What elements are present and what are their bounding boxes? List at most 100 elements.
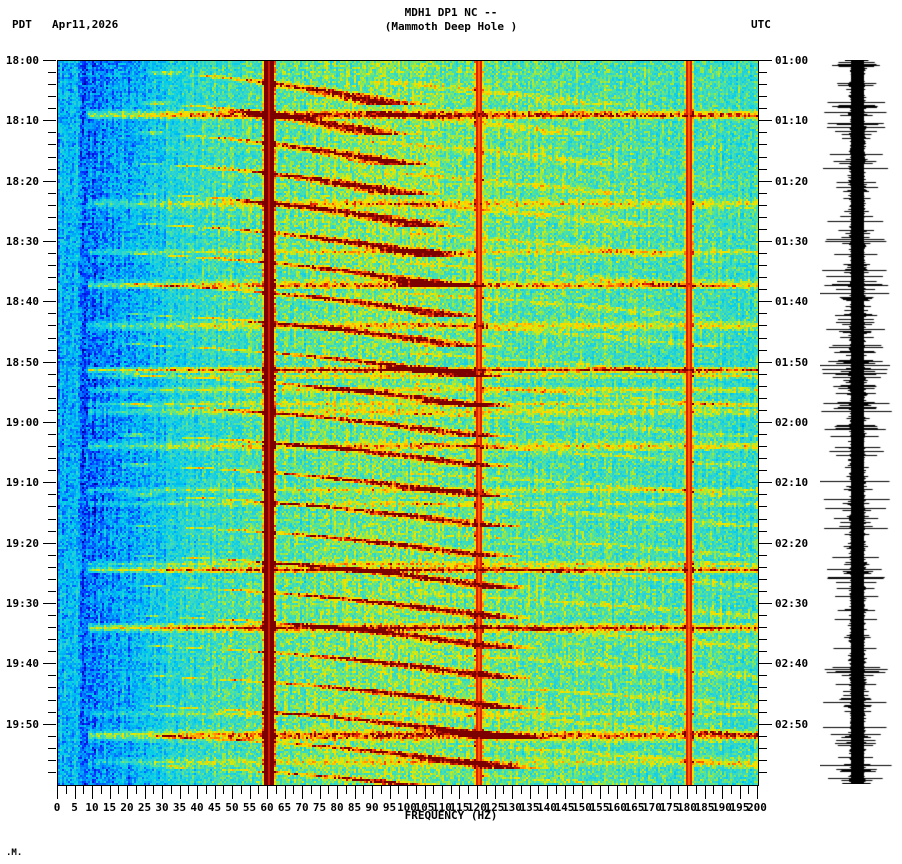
y-tick-minor-right	[759, 555, 767, 556]
x-label: 95	[382, 801, 397, 814]
y-tick-minor-left	[48, 700, 56, 701]
x-label: 100	[397, 801, 417, 814]
y-label-right: 02:40	[775, 657, 809, 671]
x-tick-major	[355, 786, 356, 799]
y-tick-major-right	[759, 724, 772, 725]
y-tick-minor-left	[48, 169, 56, 170]
x-label: 75	[312, 801, 327, 814]
x-label: 20	[120, 801, 134, 814]
header-timezone-right: UTC	[751, 18, 771, 31]
y-tick-minor-right	[759, 470, 767, 471]
y-tick-minor-left	[48, 567, 56, 568]
y-tick-minor-right	[759, 325, 767, 326]
y-tick-minor-left	[48, 579, 56, 580]
page-subtitle: (Mammoth Deep Hole )	[384, 20, 518, 33]
y-tick-major-right	[759, 663, 772, 664]
x-tick-major	[197, 786, 198, 799]
y-tick-minor-right	[759, 627, 767, 628]
y-tick-minor-right	[759, 169, 767, 170]
x-label: 35	[172, 801, 187, 814]
y-tick-minor-left	[48, 229, 56, 230]
y-label-left: 19:00	[5, 416, 39, 429]
seismogram-canvas	[820, 60, 896, 784]
x-tick-minor	[713, 786, 714, 794]
x-label: 155	[589, 801, 610, 814]
x-label: 120	[467, 801, 487, 814]
x-tick-minor	[83, 786, 84, 794]
y-tick-minor-left	[48, 265, 56, 266]
y-tick-minor-right	[759, 132, 767, 133]
x-tick-minor	[101, 786, 102, 794]
x-label: 65	[277, 801, 292, 814]
x-tick-major	[547, 786, 548, 799]
y-tick-minor-right	[759, 157, 767, 158]
y-tick-major-right	[759, 301, 772, 302]
y-tick-minor-right	[759, 700, 767, 701]
x-tick-minor	[468, 786, 469, 794]
x-tick-minor	[311, 786, 312, 794]
y-tick-minor-right	[759, 217, 767, 218]
y-label-left: 19:20	[5, 536, 39, 550]
x-tick-minor	[153, 786, 154, 794]
y-tick-major-left	[43, 362, 56, 363]
y-tick-major-left	[43, 301, 56, 302]
corner-artifact-mark: .M.	[6, 848, 23, 858]
x-tick-minor	[433, 786, 434, 794]
y-tick-minor-left	[48, 84, 56, 85]
y-tick-minor-right	[759, 229, 767, 230]
x-tick-minor	[748, 786, 749, 794]
y-tick-minor-right	[759, 265, 767, 266]
x-tick-major	[722, 786, 723, 799]
x-tick-minor	[381, 786, 382, 794]
y-tick-minor-right	[759, 386, 767, 387]
x-tick-minor	[696, 786, 697, 794]
header-timezone-left: PDT	[12, 18, 32, 31]
y-tick-minor-right	[759, 289, 767, 290]
x-tick-major	[565, 786, 566, 799]
y-tick-minor-right	[759, 772, 767, 773]
y-label-left: 18:00	[5, 54, 39, 67]
y-tick-major-left	[43, 543, 56, 544]
x-label: 80	[330, 801, 344, 814]
y-tick-major-right	[759, 422, 772, 423]
y-tick-minor-right	[759, 579, 767, 580]
x-axis-title: FREQUENCY (HZ)	[404, 809, 498, 822]
y-tick-minor-right	[759, 350, 767, 351]
x-tick-minor	[258, 786, 259, 794]
x-label: 25	[137, 801, 152, 814]
y-tick-major-right	[759, 362, 772, 363]
y-label-right: 02:20	[775, 536, 809, 550]
y-tick-minor-right	[759, 506, 767, 507]
y-tick-minor-right	[759, 567, 767, 568]
y-tick-minor-left	[48, 108, 56, 109]
x-label: 10	[85, 801, 99, 814]
y-tick-minor-right	[759, 205, 767, 206]
x-tick-minor	[416, 786, 417, 794]
y-tick-minor-right	[759, 144, 767, 145]
x-tick-minor	[276, 786, 277, 794]
x-tick-minor	[171, 786, 172, 794]
y-tick-minor-left	[48, 289, 56, 290]
x-tick-major	[320, 786, 321, 799]
y-tick-minor-right	[759, 651, 767, 652]
x-tick-minor	[608, 786, 609, 794]
x-label: 160	[607, 801, 627, 814]
x-tick-minor	[643, 786, 644, 794]
x-tick-major	[459, 786, 460, 799]
y-label-right: 02:30	[775, 597, 809, 610]
y-label-right: 01:20	[775, 174, 809, 188]
x-tick-minor	[521, 786, 522, 794]
y-tick-minor-left	[48, 205, 56, 206]
x-tick-minor	[363, 786, 364, 794]
x-tick-minor	[503, 786, 504, 794]
y-tick-minor-left	[48, 144, 56, 145]
y-tick-minor-left	[48, 687, 56, 688]
x-label: 135	[519, 801, 540, 814]
spectrogram-plot[interactable]	[57, 60, 759, 786]
y-tick-minor-left	[48, 132, 56, 133]
y-tick-minor-left	[48, 470, 56, 471]
x-tick-minor	[293, 786, 294, 794]
y-tick-minor-left	[48, 157, 56, 158]
y-tick-minor-left	[48, 651, 56, 652]
x-label: 115	[449, 801, 470, 814]
